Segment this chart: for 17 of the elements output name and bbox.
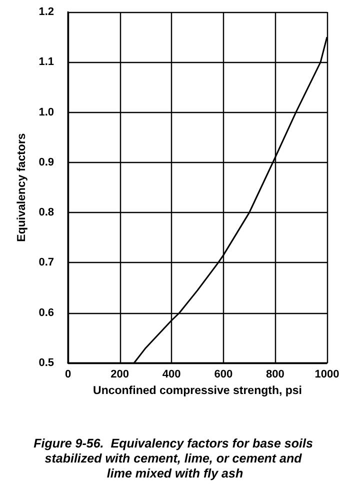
x-tick-label: 0 [64, 368, 72, 380]
y-tick-label: 1.1 [38, 56, 54, 68]
x-tick-label: 800 [266, 368, 284, 380]
x-axis-title: Unconfined compressive strength, psi [93, 385, 302, 397]
y-tick-label: 0.5 [38, 357, 54, 369]
y-tick-label: 0.7 [38, 256, 54, 269]
y-tick-label: 1.2 [38, 6, 54, 18]
y-tick-label: 0.9 [38, 156, 54, 168]
x-tick-label: 1000 [314, 368, 340, 380]
y-tick-label: 0.8 [38, 206, 54, 219]
x-tick-label: 600 [214, 368, 233, 380]
x-tick-label: 400 [162, 368, 181, 380]
text: Figure 9-56. Equivalency factors for base soils stabilized with cement, lime, or cement and lime mixed with fly ash [34, 436, 316, 480]
y-tick-label: 1.0 [38, 106, 54, 118]
y-axis-title: Equivalency factors [16, 133, 28, 242]
x-tick-label: 200 [110, 368, 129, 380]
y-tick-label: 0.6 [38, 306, 54, 319]
